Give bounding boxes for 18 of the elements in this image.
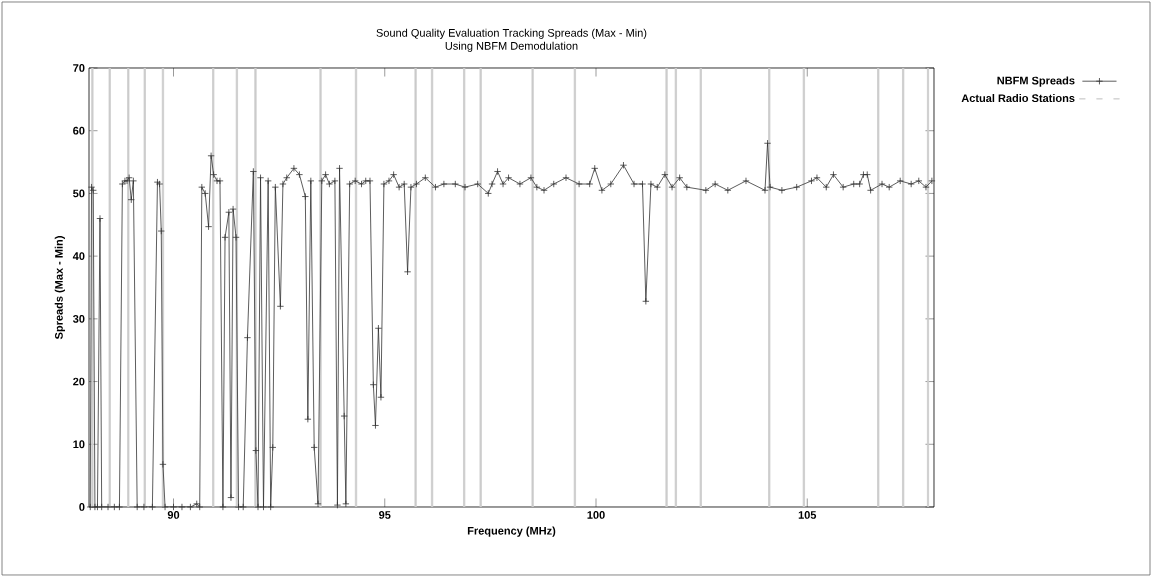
- x-tick-label: 90: [167, 511, 180, 519]
- y-tick-label: 0: [79, 503, 85, 511]
- chart-subtitle: Using NBFM Demodulation: [445, 41, 578, 52]
- y-tick-label: 10: [73, 440, 85, 449]
- y-tick-label: 20: [73, 377, 85, 386]
- y-tick-label: 50: [73, 189, 85, 198]
- x-tick-label: 105: [798, 511, 817, 519]
- chart-title: Sound Quality Evaluation Tracking Spreads (Max - Min): [376, 28, 647, 39]
- legend-label: NBFM Spreads: [997, 76, 1075, 87]
- x-tick-label: 100: [587, 511, 605, 519]
- y-tick-label: 70: [73, 64, 85, 72]
- y-tick-label: 30: [72, 314, 85, 323]
- x-axis-title: Frequency (MHz): [467, 526, 556, 537]
- x-tick-label: 95: [379, 511, 391, 519]
- y-tick-label: 60: [73, 126, 85, 135]
- y-tick-label: 40: [72, 252, 85, 261]
- y-axis-title: Spreads (Max - Min): [54, 236, 65, 340]
- legend-label: Actual Radio Stations: [961, 94, 1075, 103]
